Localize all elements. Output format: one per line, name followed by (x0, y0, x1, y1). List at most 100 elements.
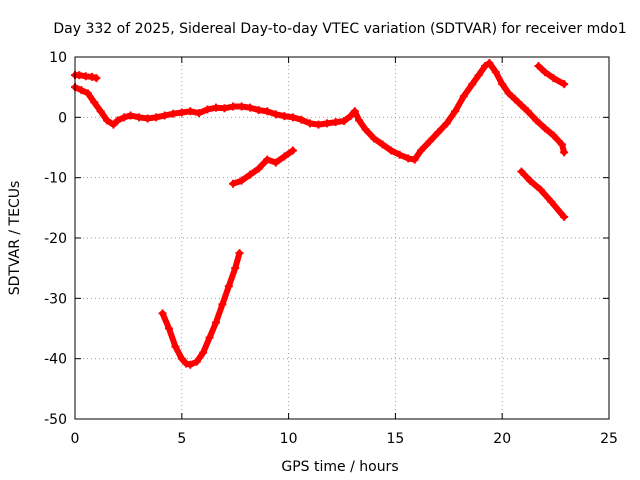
data-point (169, 109, 178, 118)
data-point (103, 116, 112, 125)
data-point (314, 120, 323, 129)
data-point (246, 103, 255, 112)
data-point (540, 68, 549, 77)
data-point (468, 80, 477, 89)
data-point (498, 80, 507, 89)
data-point (246, 170, 255, 179)
data-point (485, 59, 494, 68)
x-tick-label: 15 (386, 431, 404, 447)
data-point (459, 92, 468, 101)
data-point (177, 354, 186, 363)
data-point (361, 125, 370, 134)
data-point (109, 120, 118, 129)
data-point (152, 113, 161, 122)
data-point (271, 110, 280, 119)
data-point (229, 179, 238, 188)
data-point (158, 309, 167, 318)
data-point (331, 118, 340, 127)
data-point (186, 107, 195, 116)
data-point (231, 264, 240, 273)
data-point (404, 154, 413, 163)
y-axis-label: SDTVAR / TECUs (7, 181, 23, 296)
data-point (560, 80, 569, 89)
data-point (263, 155, 272, 164)
data-point (254, 164, 263, 173)
data-point (75, 71, 84, 80)
data-point (532, 116, 541, 125)
data-point (199, 348, 208, 357)
data-point (355, 116, 364, 125)
data-point (288, 146, 297, 155)
data-point (346, 112, 355, 121)
series-line-segment-2 (72, 60, 568, 163)
axis-ticks: 0 5 10 15 20 25 -50 -40 -30 -20 -10 0 10 (44, 50, 618, 447)
data-point (536, 185, 545, 194)
chart-title: Day 332 of 2025, Sidereal Day-to-day VTE… (53, 21, 626, 37)
y-tick-label: -50 (44, 412, 67, 428)
data-point (517, 167, 526, 176)
data-point (203, 105, 212, 114)
data-point (192, 357, 201, 366)
x-axis-label: GPS time / hours (281, 459, 398, 475)
data-point (205, 333, 214, 342)
data-point (434, 128, 443, 137)
data-point (77, 86, 86, 95)
y-tick-label: -10 (44, 171, 67, 187)
data-point (549, 74, 558, 83)
data-point (481, 62, 490, 71)
y-tick-label: -20 (44, 231, 67, 247)
data-point (263, 107, 272, 116)
data-point (410, 155, 419, 164)
data-point (540, 124, 549, 133)
data-point (288, 113, 297, 122)
y-tick-label: -40 (44, 352, 67, 368)
data-point (370, 134, 379, 143)
y-tick-label: 0 (58, 110, 67, 126)
data-point (517, 101, 526, 110)
data-point (194, 109, 203, 118)
x-tick-label: 10 (280, 431, 298, 447)
data-point (504, 89, 513, 98)
data-point (220, 104, 229, 113)
data-point (534, 62, 543, 71)
data-point (560, 148, 569, 157)
data-point (474, 71, 483, 80)
data-point (442, 119, 451, 128)
data-point (182, 359, 191, 368)
data-point (218, 300, 227, 309)
data-point (211, 318, 220, 327)
data-point (558, 140, 567, 149)
series-line-segment-3 (535, 63, 568, 88)
data-point (297, 115, 306, 124)
data-point (350, 107, 359, 116)
y-tick-label: -30 (44, 291, 67, 307)
data-point (395, 150, 404, 159)
data-point (451, 107, 460, 116)
data-point (491, 68, 500, 77)
data-point (211, 103, 220, 112)
data-point (237, 102, 246, 111)
data-point (560, 212, 569, 221)
data-point (425, 137, 434, 146)
data-point (549, 131, 558, 140)
data-point (171, 342, 180, 351)
data-point (120, 113, 129, 122)
data-point (113, 116, 122, 125)
data-point (237, 176, 246, 185)
data-point (417, 146, 426, 155)
data-point (547, 197, 556, 206)
data-point (160, 111, 169, 120)
data-point (523, 107, 532, 116)
data-point (511, 95, 520, 104)
data-point (323, 119, 332, 128)
data-point (305, 119, 314, 128)
data-point (235, 249, 244, 258)
data-point (378, 140, 387, 149)
x-tick-label: 5 (177, 431, 186, 447)
data-point (254, 106, 263, 115)
data-point (92, 74, 101, 83)
x-tick-label: 0 (71, 431, 80, 447)
data-point (126, 111, 135, 120)
series-line-segment-6 (159, 250, 243, 368)
